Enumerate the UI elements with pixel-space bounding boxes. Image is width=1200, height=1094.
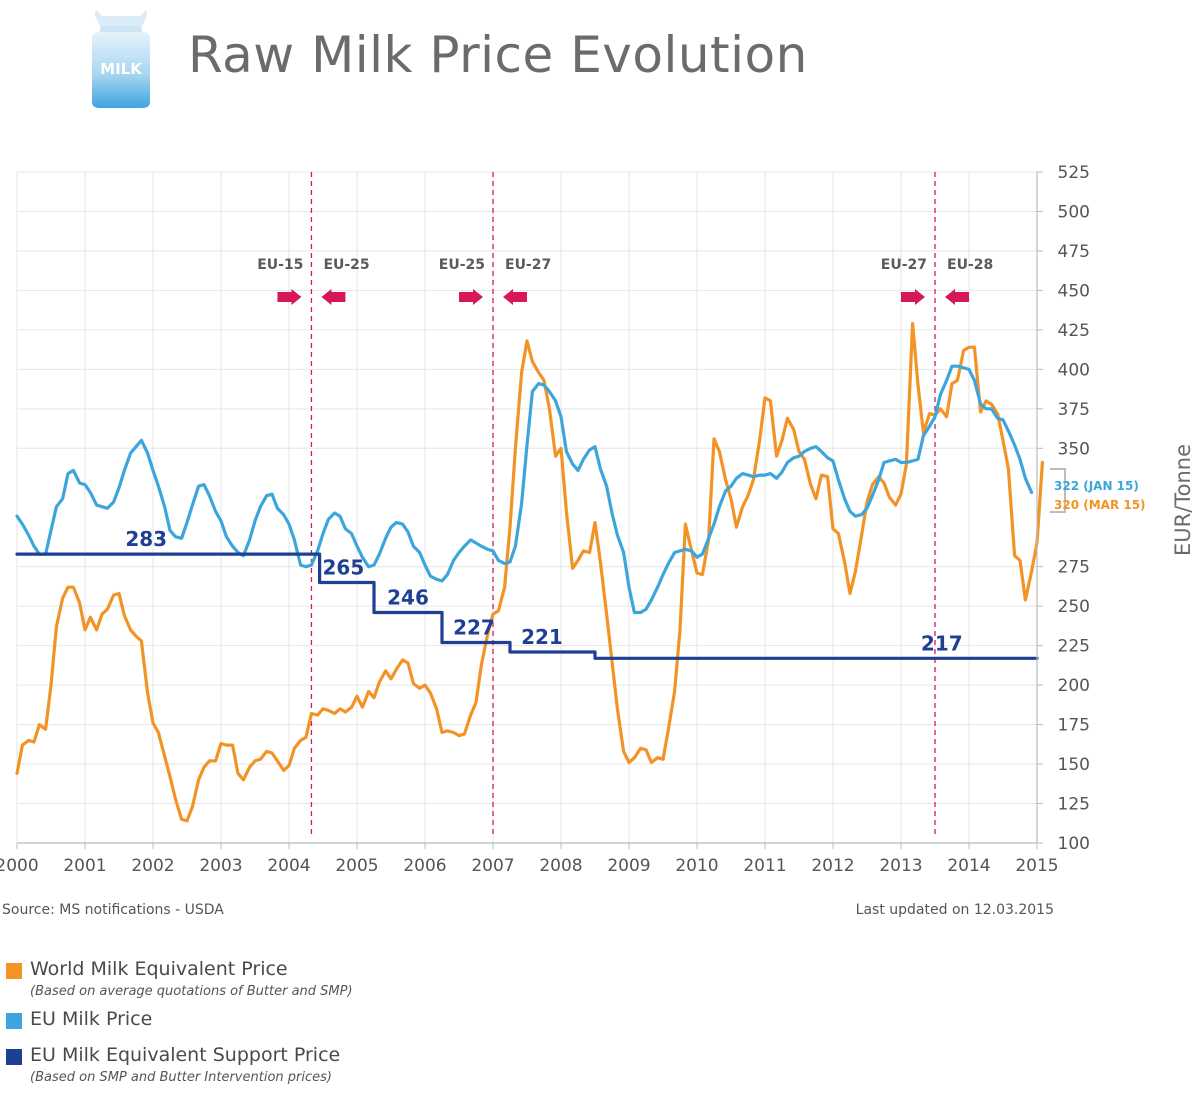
y-tick-label: 125 <box>1058 795 1090 815</box>
arrow-left-icon <box>321 289 346 305</box>
support-price-line <box>15 552 1039 660</box>
legend-label-world: World Milk Equivalent Price <box>30 958 288 980</box>
header: MILK Raw Milk Price Evolution <box>0 0 1200 120</box>
milk-icon-label: MILK <box>100 60 143 78</box>
page-title: Raw Milk Price Evolution <box>188 26 808 84</box>
end-value-label: 322 (JAN 15) <box>1054 479 1139 493</box>
y-tick-label: 525 <box>1058 163 1090 183</box>
series-lines <box>15 322 1044 823</box>
x-tick-label: 2014 <box>947 856 990 876</box>
y-tick-label: 500 <box>1058 202 1090 222</box>
legend: World Milk Equivalent Price (Based on av… <box>6 958 353 1094</box>
y-tick-label: 400 <box>1058 360 1090 380</box>
support-price-labels: 283 265 246 227 221 217 <box>125 527 962 655</box>
source-note: Source: MS notifications - USDA <box>2 902 224 918</box>
x-tick-label: 2008 <box>539 856 582 876</box>
support-price-label: 265 <box>323 555 365 579</box>
end-value-labels: 322 (JAN 15) 320 (MAR 15) <box>1050 468 1146 513</box>
x-tick-label: 2009 <box>607 856 650 876</box>
y-tick-label: 225 <box>1058 637 1090 657</box>
x-tick-label: 2010 <box>675 856 718 876</box>
x-tick-label: 2002 <box>131 856 174 876</box>
legend-item-support: EU Milk Equivalent Support Price <box>6 1044 340 1070</box>
y-tick-label: 350 <box>1058 439 1090 459</box>
y-tick-label: 275 <box>1058 558 1090 578</box>
support-price-label: 217 <box>921 631 963 655</box>
arrow-left-icon <box>945 289 969 305</box>
legend-item-eu: EU Milk Price <box>6 1008 329 1034</box>
x-tick-label: 2004 <box>267 856 310 876</box>
x-tick-label: 2012 <box>811 856 854 876</box>
arrow-right-icon <box>277 289 302 305</box>
legend-note-world: (Based on average quotations of Butter a… <box>30 984 353 999</box>
end-label-bracket <box>1050 468 1066 513</box>
x-tick-label: 2003 <box>199 856 242 876</box>
enlargement-label-after: EU-27 <box>505 257 551 273</box>
legend-label-eu: EU Milk Price <box>30 1008 153 1030</box>
y-tick-label: 175 <box>1058 716 1090 736</box>
legend-swatch-world <box>6 963 22 979</box>
eu-price-line <box>15 364 1034 615</box>
last-updated-note: Last updated on 12.03.2015 <box>855 902 1054 918</box>
y-tick-label: 475 <box>1058 242 1090 262</box>
x-tick-label: 2013 <box>879 856 922 876</box>
legend-swatch-eu <box>6 1013 22 1029</box>
x-tick-label: 2005 <box>335 856 378 876</box>
support-price-label: 227 <box>453 615 495 639</box>
support-price-label: 283 <box>125 527 167 551</box>
y-tick-label: 150 <box>1058 755 1090 775</box>
x-tick-label: 2001 <box>63 856 106 876</box>
y-tick-label: 200 <box>1058 676 1090 696</box>
x-tick-label: 2011 <box>743 856 786 876</box>
x-tick-label: 2007 <box>471 856 514 876</box>
legend-item-world: World Milk Equivalent Price <box>6 958 329 984</box>
axes: 100 125 150 175 200 225 250 275 350 375 400 425 450 4… <box>0 163 1090 876</box>
y-tick-label: 100 <box>1058 834 1090 854</box>
x-tick-label: 2006 <box>403 856 446 876</box>
arrow-right-icon <box>459 289 483 305</box>
enlargement-markers: EU-15 EU-25 EU-25 EU-27 EU-27 EU-28 <box>257 172 993 838</box>
y-tick-label: 250 <box>1058 597 1090 617</box>
arrow-right-icon <box>901 289 925 305</box>
milk-can-icon: MILK <box>92 10 150 108</box>
enlargement-label-before: EU-27 <box>881 257 927 273</box>
enlargement-label-before: EU-25 <box>439 257 485 273</box>
y-tick-label: 450 <box>1058 281 1090 301</box>
legend-label-support: EU Milk Equivalent Support Price <box>30 1044 341 1066</box>
support-price-label: 246 <box>387 585 429 609</box>
enlargement-label-after: EU-25 <box>323 257 369 273</box>
arrow-left-icon <box>503 289 527 305</box>
support-price-label: 221 <box>521 625 563 649</box>
chart-area: EU-15 EU-25 EU-25 EU-27 EU-27 EU-28 283 265 246… <box>0 163 1195 876</box>
legend-swatch-support <box>6 1049 22 1065</box>
y-axis-label: EUR/Tonne <box>1171 444 1195 556</box>
enlargement-label-before: EU-15 <box>257 257 303 273</box>
legend-note-support: (Based on SMP and Butter Intervention pr… <box>30 1070 332 1085</box>
y-tick-label: 425 <box>1058 321 1090 341</box>
y-tick-label: 375 <box>1058 400 1090 420</box>
world-price-line <box>15 322 1044 823</box>
x-tick-label: 2015 <box>1015 856 1058 876</box>
x-tick-label: 2000 <box>0 856 39 876</box>
end-value-label: 320 (MAR 15) <box>1054 498 1146 512</box>
enlargement-label-after: EU-28 <box>947 257 993 273</box>
